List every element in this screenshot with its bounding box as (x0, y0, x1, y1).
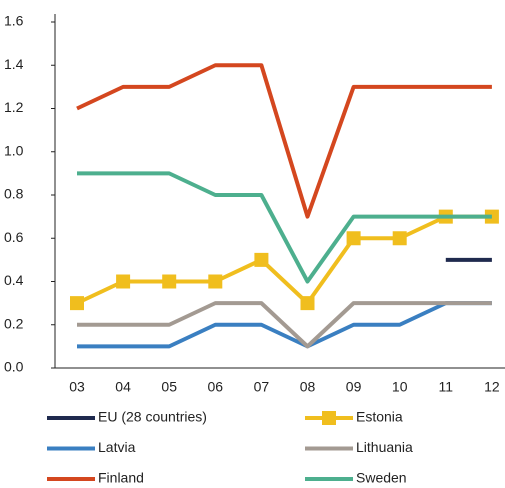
y-tick-label: 1.2 (4, 99, 24, 115)
y-tick-label: 0.8 (4, 186, 24, 202)
y-tick-label: 0.2 (4, 315, 24, 331)
legend-label: Sweden (356, 470, 407, 486)
y-tick-label: 1.6 (4, 13, 24, 29)
legend-label: Lithuania (356, 439, 413, 455)
marker (392, 231, 407, 246)
x-tick-label: 03 (69, 379, 85, 395)
y-tick-label: 0.6 (4, 229, 24, 245)
y-tick-label: 1.4 (4, 56, 24, 72)
legend-label: Latvia (98, 439, 136, 455)
marker (70, 296, 84, 311)
x-tick-label: 08 (300, 379, 316, 395)
x-tick-label: 09 (346, 379, 362, 395)
marker (208, 274, 223, 289)
marker (346, 231, 361, 246)
x-tick-label: 12 (484, 379, 500, 395)
x-tick-label: 05 (161, 379, 177, 395)
series-line (77, 171, 492, 284)
x-tick-label: 07 (254, 379, 270, 395)
y-tick-label: 0.0 (4, 359, 24, 375)
y-tick-label: 1.0 (4, 142, 24, 158)
series-line (76, 63, 492, 219)
x-tick-label: 04 (115, 379, 131, 395)
marker (300, 296, 315, 311)
x-tick-label: 10 (392, 379, 408, 395)
legend-label: Finland (98, 470, 144, 486)
marker (162, 274, 177, 289)
x-tick-label: 06 (208, 379, 224, 395)
series-line (77, 301, 492, 349)
y-tick-label: 0.4 (4, 272, 24, 288)
marker (254, 252, 269, 267)
marker (116, 274, 131, 289)
legend-label: Estonia (356, 409, 403, 425)
x-tick-label: 11 (439, 379, 454, 395)
legend-marker (322, 411, 336, 425)
legend-label: EU (28 countries) (98, 409, 207, 425)
series-line (76, 214, 492, 306)
series-line (77, 301, 492, 349)
